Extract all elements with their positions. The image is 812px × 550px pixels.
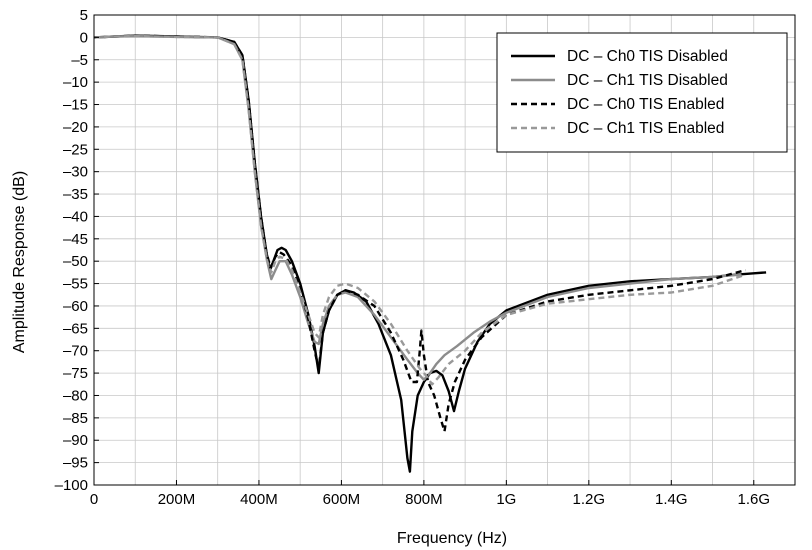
y-tick-label: –15 xyxy=(63,97,88,114)
legend-entry-1: DC – Ch0 TIS Disabled xyxy=(567,48,728,65)
series-lines xyxy=(93,34,767,473)
x-tick-label: 200M xyxy=(158,491,196,508)
y-tick-label: –85 xyxy=(63,410,88,427)
y-axis-tick-labels: 5 0 –5 –10 –15 –20 –25 –30 –35 –40 –45 –50 –55 –60 –65… xyxy=(55,7,88,494)
y-tick-label: –65 xyxy=(63,320,88,337)
y-tick-label: 5 xyxy=(80,7,88,24)
y-tick-label: –30 xyxy=(63,164,88,181)
y-tick-label: –75 xyxy=(63,365,88,382)
y-tick-label: –80 xyxy=(63,387,88,404)
legend-entry-4: DC – Ch1 TIS Enabled xyxy=(567,120,724,137)
x-axis-title: Frequency (Hz) xyxy=(397,530,507,547)
y-tick-label: –55 xyxy=(63,276,88,293)
series-line-4 xyxy=(93,34,746,386)
plot-area-frame xyxy=(93,14,796,486)
y-tick-label: –35 xyxy=(63,186,88,203)
y-tick-label: –20 xyxy=(63,119,88,136)
x-tick-label: 1.6G xyxy=(737,491,770,508)
y-axis-title: Amplitude Response (dB) xyxy=(11,171,28,353)
legend: DC – Ch0 TIS Disabled DC – Ch1 TIS Disabl… xyxy=(496,32,788,153)
y-tick-label: –5 xyxy=(71,52,88,69)
x-tick-label: 0 xyxy=(90,491,98,508)
y-tick-label: –45 xyxy=(63,231,88,248)
legend-entry-3: DC – Ch0 TIS Enabled xyxy=(567,96,724,113)
y-tick-label: –25 xyxy=(63,141,88,158)
y-tick-label: –70 xyxy=(63,343,88,360)
legend-box xyxy=(496,32,788,153)
x-tick-label: 600M xyxy=(323,491,361,508)
x-axis-tick-labels: 0 200M 400M 600M 800M 1G 1.2G 1.4G 1.6G xyxy=(90,491,770,508)
y-tick-label: –90 xyxy=(63,432,88,449)
x-tick-label: 1.4G xyxy=(655,491,688,508)
x-tick-label: 1.2G xyxy=(573,491,606,508)
y-tick-label: –40 xyxy=(63,208,88,225)
y-tick-label: –95 xyxy=(63,455,88,472)
y-tick-label: –100 xyxy=(55,477,88,494)
y-tick-label: 0 xyxy=(80,29,88,46)
x-tick-label: 800M xyxy=(405,491,443,508)
y-tick-label: –60 xyxy=(63,298,88,315)
y-tick-label: –10 xyxy=(63,74,88,91)
y-tick-label: –50 xyxy=(63,253,88,270)
axis-ticks xyxy=(93,14,755,486)
legend-entry-2: DC – Ch1 TIS Disabled xyxy=(567,72,728,89)
x-tick-label: 1G xyxy=(496,491,516,508)
x-tick-label: 400M xyxy=(240,491,278,508)
